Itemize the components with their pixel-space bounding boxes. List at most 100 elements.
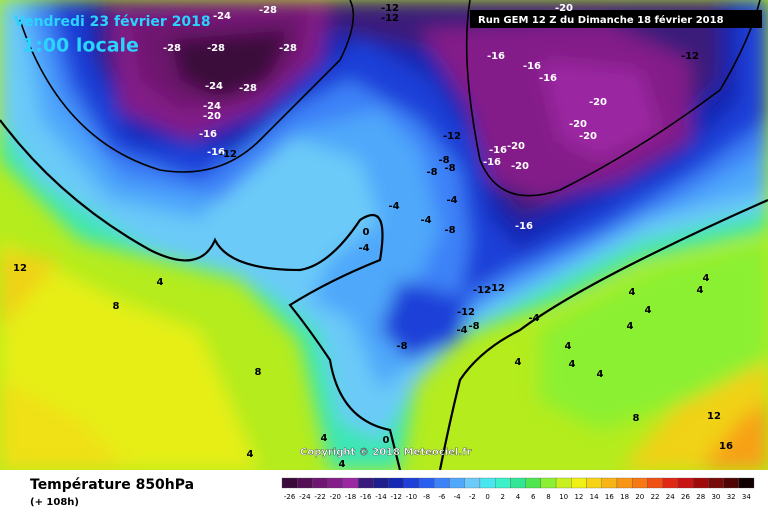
value-label: -20	[511, 161, 529, 172]
value-label: -4	[420, 215, 431, 226]
colorbar-tick-label: -16	[360, 493, 372, 501]
colorbar-cell	[692, 477, 709, 489]
colorbar-cell	[464, 477, 481, 489]
value-label: 4	[247, 449, 254, 460]
colorbar-tick-label: -22	[314, 493, 325, 501]
value-label: -20	[507, 141, 525, 152]
value-label: 4	[157, 277, 164, 288]
colorbar-tick-label: 20	[635, 493, 644, 501]
value-label: -12	[381, 13, 399, 24]
value-label: -8	[468, 321, 479, 332]
value-label: 8	[633, 413, 640, 424]
value-label: -16	[487, 51, 505, 62]
legend-subtitle: (+ 108h)	[30, 497, 79, 508]
value-label: -20	[203, 111, 221, 122]
value-label: -16	[483, 157, 501, 168]
colorbar-tick-label: 26	[681, 493, 690, 501]
colorbar-tick-label: -6	[438, 493, 446, 501]
value-label: -20	[555, 3, 573, 14]
colorbar-cell	[312, 477, 328, 489]
colorbar-cell	[418, 477, 435, 489]
colorbar-cell	[388, 477, 404, 489]
colorbar-cell	[586, 477, 602, 489]
value-label: 8	[255, 367, 262, 378]
colorbar-tick-label: 16	[605, 493, 614, 501]
value-label: -4	[446, 195, 457, 206]
colorbar-tick-label: 10	[559, 493, 568, 501]
value-label: -20	[579, 131, 597, 142]
colorbar-cell	[281, 477, 298, 489]
value-label: 4	[629, 287, 636, 298]
colorbar-cell	[738, 477, 755, 489]
date: Vendredi 23 février 2018	[14, 14, 211, 30]
colorbar-tick-label: -26	[284, 493, 296, 501]
colorbar-cell	[342, 477, 359, 489]
colorbar-tick-label: -8	[423, 493, 430, 501]
value-label: -8	[426, 167, 437, 178]
colorbar-cell	[540, 477, 557, 489]
value-label: -12	[487, 283, 505, 294]
colorbar-cell	[510, 477, 526, 489]
colorbar-tick-label: 0	[485, 493, 489, 501]
colorbar-cell	[403, 477, 420, 489]
colorbar-cell	[479, 477, 496, 489]
colorbar-cell	[495, 477, 511, 489]
colorbar-cell	[677, 477, 694, 489]
value-label: -8	[444, 225, 455, 236]
value-label: -4	[358, 243, 369, 254]
colorbar-cell	[373, 477, 389, 489]
value-label: -12	[381, 3, 399, 14]
value-label: -28	[279, 43, 297, 54]
colorbar-tick-label: -10	[406, 493, 417, 501]
value-label: 12	[707, 411, 721, 422]
colorbar-tick-label: 8	[546, 493, 550, 501]
time: 1:00 locale	[22, 35, 139, 57]
value-label: 12	[13, 263, 27, 274]
colorbar-tick-label: 4	[516, 493, 521, 501]
value-label: -12	[219, 149, 237, 160]
value-labels: -24-28-28 -28 -28-24 -28-24-20-16-16-12-12-…	[13, 3, 733, 470]
value-label: -12	[681, 51, 699, 62]
colorbar-tick-label: -20	[330, 493, 341, 501]
colorbar-tick-label: -2	[469, 493, 476, 501]
colorbar-tick-label: 12	[574, 493, 583, 501]
value-label: -24	[203, 101, 221, 112]
colorbar-tick-label: 2	[501, 493, 505, 501]
run-info: Run GEM 12 Z du Dimanche 18 février 2018	[478, 14, 724, 26]
value-label: -16	[489, 145, 507, 156]
value-label: -28	[239, 83, 257, 94]
value-label: 8	[113, 301, 120, 312]
colorbar-cell	[632, 477, 648, 489]
colorbar-cell	[555, 477, 572, 489]
colorbar-cell	[662, 477, 679, 489]
colorbar-cell	[357, 477, 374, 489]
value-label: -20	[569, 119, 587, 130]
value-label: -12	[443, 131, 461, 142]
colorbar-tick-label: 34	[742, 493, 751, 501]
value-label: -8	[396, 341, 407, 352]
value-label: -8	[438, 155, 449, 166]
value-label: -28	[163, 43, 181, 54]
value-label: 16	[719, 441, 733, 452]
colorbar-tick-label: -4	[454, 493, 462, 501]
value-label: -24	[213, 11, 231, 22]
colorbar: -26 -24 -22 -20 -18 -16 -14 -12 -10 -8 -6 -4 -2 0 2 4 6 8…	[281, 477, 755, 501]
colorbar-cell	[723, 477, 739, 489]
value-label: -16	[199, 129, 217, 140]
value-label: -20	[589, 97, 607, 108]
value-label: 4	[703, 273, 710, 284]
value-label: 4	[339, 459, 346, 470]
colorbar-tick-label: -18	[345, 493, 356, 501]
value-label: -24	[205, 81, 223, 92]
map-area: Run GEM 12 Z du Dimanche 18 février 2018…	[0, 0, 768, 471]
value-label: -16	[523, 61, 541, 72]
value-label: -28	[207, 43, 225, 54]
colorbar-cell	[647, 477, 663, 489]
colorbar-tick-label: 24	[666, 493, 675, 501]
value-label: 4	[321, 433, 328, 444]
colorbar-tick-label: 32	[727, 493, 736, 501]
colorbar-tick-label: -14	[375, 493, 387, 501]
value-label: -16	[539, 73, 557, 84]
colorbar-cell	[525, 477, 541, 489]
